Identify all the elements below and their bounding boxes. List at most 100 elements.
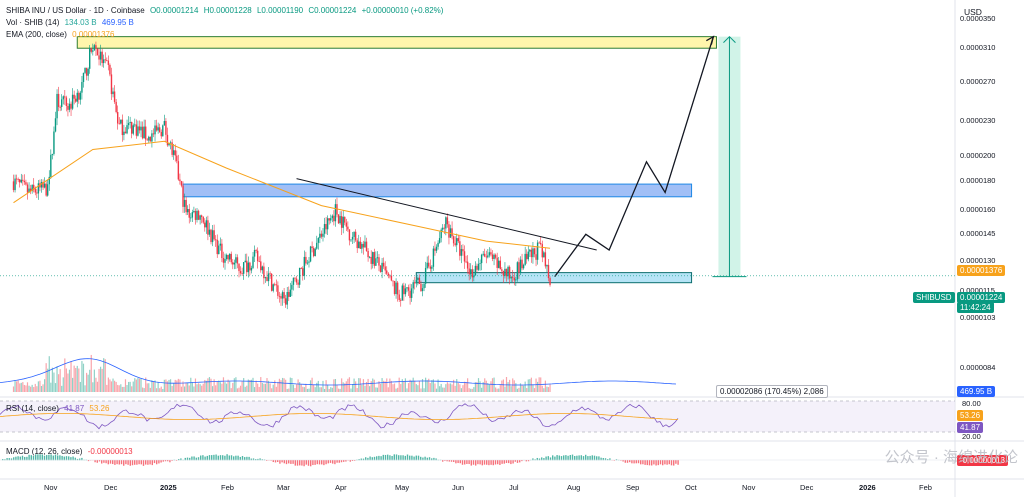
candle-body	[247, 262, 250, 273]
price-tick: 0.0000230	[960, 116, 996, 126]
macd-histogram-bar	[314, 460, 316, 465]
candle-body	[213, 230, 215, 240]
macd-histogram-bar	[640, 460, 642, 465]
candle-body	[306, 262, 309, 264]
candle-body	[260, 261, 262, 271]
candle-body	[426, 262, 428, 268]
macd-histogram-bar	[516, 460, 519, 463]
volume-bar	[397, 387, 399, 392]
candle-body	[169, 142, 172, 144]
macd-histogram-bar	[442, 460, 444, 462]
candle-body	[185, 199, 187, 213]
candle-body	[19, 179, 21, 183]
macd-histogram-bar	[171, 460, 173, 461]
macd-histogram-bar	[48, 454, 50, 461]
candle-body	[172, 150, 175, 155]
macd-histogram-bar	[279, 460, 281, 464]
candle-body	[400, 299, 402, 301]
macd-histogram-bar	[283, 460, 285, 464]
macd-histogram-bar	[552, 455, 554, 461]
candle-body	[470, 269, 472, 275]
macd-histogram-bar	[191, 456, 193, 461]
candle-body	[61, 99, 63, 107]
volume-bar	[313, 384, 315, 392]
candle-body	[204, 222, 206, 228]
time-tick: Nov	[44, 483, 58, 492]
macd-legend[interactable]: MACD (12, 26, close) -0.00000013	[6, 447, 136, 457]
volume-bar	[278, 378, 281, 392]
volume-bar	[364, 385, 366, 392]
volume-bar	[216, 381, 218, 392]
volume-bar	[474, 382, 476, 392]
macd-histogram-bar	[332, 460, 334, 464]
macd-histogram-bar	[587, 456, 589, 461]
candle-body	[179, 179, 181, 182]
macd-histogram-bar	[490, 460, 492, 465]
candle-body	[456, 238, 458, 246]
macd-histogram-bar	[360, 458, 362, 461]
candle-body	[255, 250, 257, 251]
macd-histogram-bar	[13, 457, 15, 461]
macd-histogram-bar	[74, 457, 76, 461]
candle-body	[270, 273, 273, 291]
volume-legend[interactable]: Vol · SHIB (14) 134.03 B 469.95 B	[6, 18, 137, 28]
macd-histogram-bar	[365, 457, 367, 461]
volume-bar	[428, 378, 430, 392]
ema-legend[interactable]: EMA (200, close) 0.00001376	[6, 30, 117, 40]
macd-histogram-bar	[125, 460, 127, 465]
price-tick: 0.0000180	[960, 176, 996, 186]
volume-bar	[34, 383, 36, 392]
candle-body	[438, 238, 441, 243]
symbol-header: SHIBA INU / US Dollar · 1D · Coinbase O0…	[6, 6, 446, 16]
macd-histogram-bar	[560, 456, 563, 461]
candle-body	[75, 98, 77, 102]
macd-histogram-bar	[666, 460, 668, 465]
macd-label: MACD (12, 26, close)	[6, 447, 83, 456]
candle-body	[202, 216, 204, 223]
volume-bar	[93, 369, 95, 392]
candle-body	[378, 257, 380, 266]
candle-body	[104, 59, 106, 61]
candle-body	[141, 126, 144, 139]
macd-histogram-bar	[554, 456, 556, 461]
macd-histogram-bar	[98, 460, 101, 462]
volume-bar	[527, 379, 529, 392]
volume-bar	[263, 383, 265, 392]
volume-bar	[179, 379, 181, 392]
volume-bar	[191, 382, 193, 392]
symbol-title[interactable]: SHIBA INU / US Dollar · 1D · Coinbase	[6, 6, 145, 15]
candle-body	[256, 250, 259, 262]
volume-bar	[504, 386, 506, 392]
volume-bar	[51, 367, 53, 392]
measure-label[interactable]: 0.00002086 (170.45%) 2,086	[716, 385, 828, 398]
volume-bar	[297, 379, 299, 392]
volume-bar	[381, 378, 383, 392]
volume-bar	[143, 388, 145, 392]
macd-histogram-bar	[156, 460, 158, 465]
price-tick: 0.0000084	[960, 363, 996, 372]
volume-bar	[151, 380, 153, 392]
volume-bar	[267, 380, 270, 392]
ema-label: EMA (200, close)	[6, 30, 67, 39]
macd-histogram-bar	[118, 460, 120, 465]
volume-bar	[180, 386, 183, 392]
candle-body	[267, 273, 270, 282]
volume-bar	[47, 368, 49, 392]
volume-bar	[261, 382, 263, 392]
candle-body	[274, 284, 276, 286]
volume-bar	[337, 388, 340, 392]
currency-label[interactable]: USD	[964, 7, 982, 17]
volume-bar	[457, 383, 459, 392]
volume-bar	[362, 379, 365, 392]
macd-histogram-bar	[569, 455, 571, 461]
macd-histogram-bar	[503, 460, 505, 464]
macd-histogram-bar	[591, 455, 593, 461]
price-tick: 0.0000130	[960, 256, 996, 266]
macd-histogram-bar	[662, 460, 664, 466]
rsi-legend[interactable]: RSI (14, close) 41.87 53.26	[6, 404, 112, 414]
candle-body	[127, 123, 130, 126]
macd-histogram-bar	[109, 460, 112, 464]
macd-histogram-bar	[585, 454, 587, 461]
volume-bar	[205, 380, 207, 392]
